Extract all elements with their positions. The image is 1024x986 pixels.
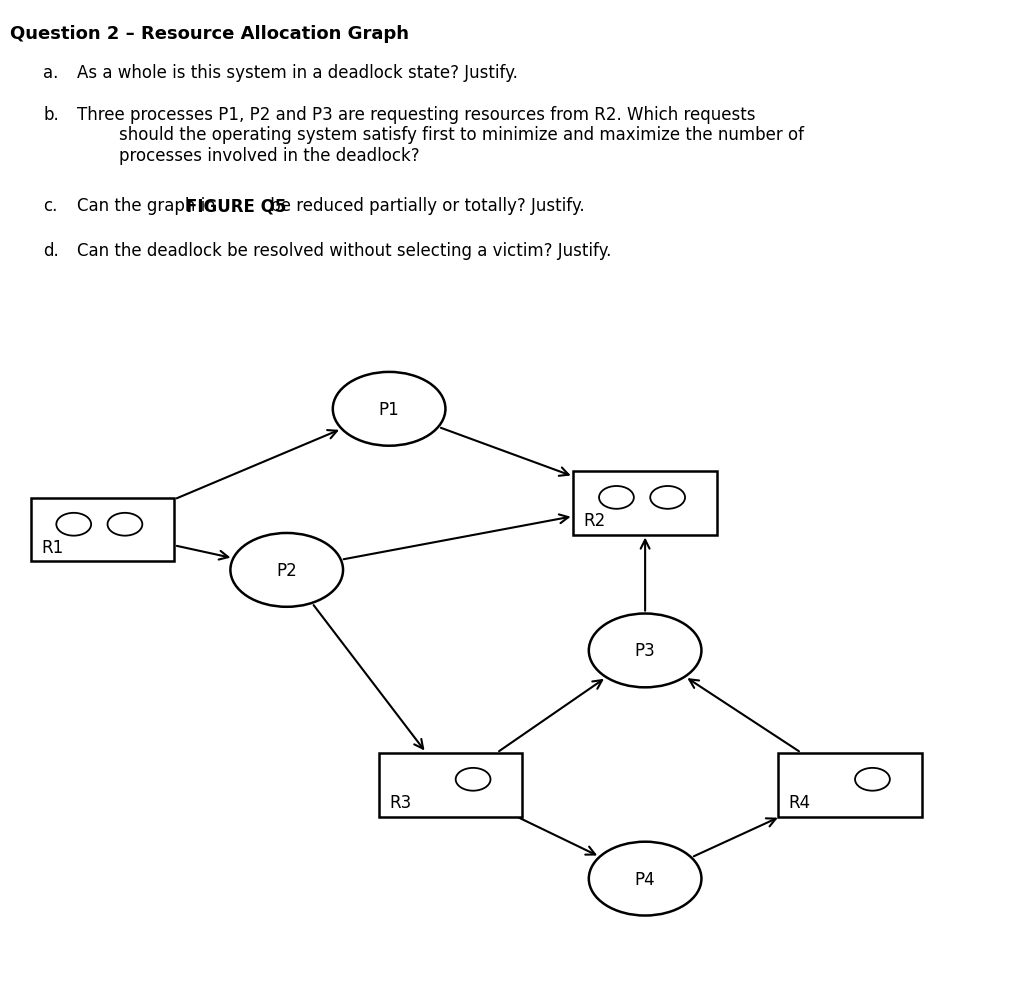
Text: d.: d. <box>43 242 58 259</box>
Text: P2: P2 <box>276 561 297 580</box>
Bar <box>379 753 522 816</box>
Text: c.: c. <box>43 197 57 215</box>
Circle shape <box>589 842 701 916</box>
Text: R3: R3 <box>389 794 412 811</box>
Text: As a whole is this system in a deadlock state? Justify.: As a whole is this system in a deadlock … <box>77 64 518 82</box>
Text: Can the deadlock be resolved without selecting a victim? Justify.: Can the deadlock be resolved without sel… <box>77 242 611 259</box>
Text: Question 2 – Resource Allocation Graph: Question 2 – Resource Allocation Graph <box>10 25 410 42</box>
Circle shape <box>230 533 343 607</box>
Text: be reduced partially or totally? Justify.: be reduced partially or totally? Justify… <box>265 197 585 215</box>
Bar <box>778 753 922 816</box>
Text: a.: a. <box>43 64 58 82</box>
Bar <box>573 471 717 535</box>
Circle shape <box>333 373 445 447</box>
Text: FIGURE Q5: FIGURE Q5 <box>186 197 287 215</box>
Text: P4: P4 <box>635 870 655 887</box>
Text: Can the graph in: Can the graph in <box>77 197 221 215</box>
Bar <box>31 498 174 562</box>
Text: P1: P1 <box>379 400 399 418</box>
Text: R4: R4 <box>788 794 811 811</box>
Text: R1: R1 <box>41 538 63 556</box>
Circle shape <box>589 614 701 687</box>
Text: P3: P3 <box>635 642 655 660</box>
Text: R2: R2 <box>584 512 606 529</box>
Text: b.: b. <box>43 106 58 123</box>
Text: Three processes P1, P2 and P3 are requesting resources from R2. Which requests
 : Three processes P1, P2 and P3 are reques… <box>77 106 804 165</box>
